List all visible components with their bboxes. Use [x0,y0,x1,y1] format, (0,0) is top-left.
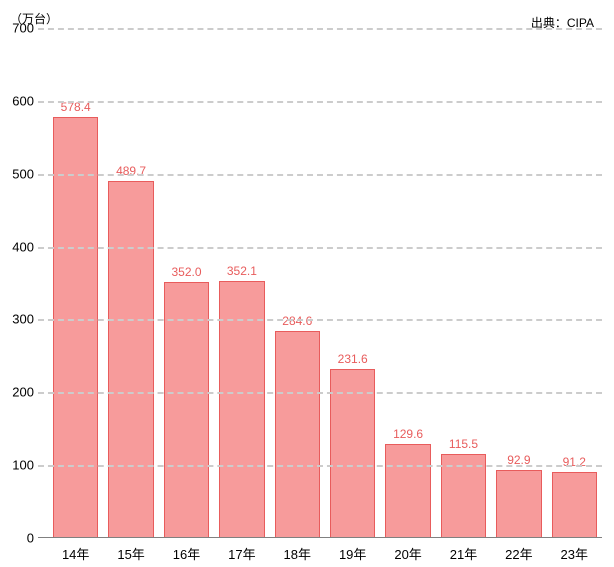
bar-value-label: 352.1 [220,264,263,278]
x-tick-label: 23年 [547,544,602,563]
y-tick-label: 700 [6,21,34,36]
bars-layer: 578.4489.7352.0352.1284.6231.6129.6115.5… [48,28,602,538]
bar-value-label: 129.6 [386,427,429,441]
bar: 284.6 [275,331,320,538]
gridline [38,392,602,394]
bar: 92.9 [496,470,541,538]
plot-area: 578.4489.7352.0352.1284.6231.6129.6115.5… [48,28,602,538]
x-tick-label: 19年 [325,544,380,563]
y-tick-label: 100 [6,458,34,473]
y-tick-label: 400 [6,239,34,254]
y-tick-label: 500 [6,166,34,181]
x-tick-label: 22年 [491,544,546,563]
gridline [38,247,602,249]
y-tick-label: 0 [6,531,34,546]
gridline [38,28,602,30]
gridline [38,101,602,103]
x-tick-label: 21年 [436,544,491,563]
bar: 231.6 [330,369,375,538]
x-tick-label: 17年 [214,544,269,563]
bar: 91.2 [552,472,597,538]
bar-value-label: 352.0 [165,265,208,279]
y-tick-label: 300 [6,312,34,327]
gridline [38,319,602,321]
bar: 578.4 [53,117,98,538]
x-tick-label: 16年 [159,544,214,563]
y-tick-label: 200 [6,385,34,400]
bar: 489.7 [108,181,153,538]
x-tick-label: 20年 [380,544,435,563]
x-axis-line [38,537,602,538]
x-tick-label: 18年 [270,544,325,563]
gridline [38,174,602,176]
bar-value-label: 231.6 [331,352,374,366]
chart-container: （万台） 出典：CIPA 578.4489.7352.0352.1284.623… [0,0,614,567]
gridline [38,465,602,467]
x-tick-label: 15年 [103,544,158,563]
bar: 129.6 [385,444,430,538]
bar-value-label: 115.5 [442,437,485,451]
bar-value-label: 489.7 [109,164,152,178]
y-tick-label: 600 [6,93,34,108]
x-tick-label: 14年 [48,544,103,563]
